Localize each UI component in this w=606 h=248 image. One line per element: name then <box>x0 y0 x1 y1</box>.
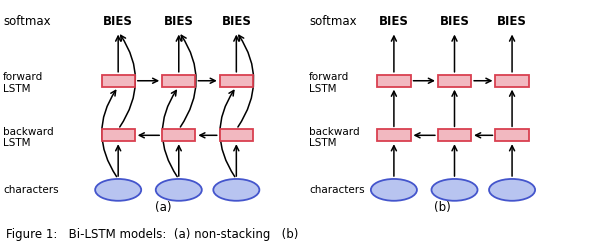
FancyBboxPatch shape <box>438 75 471 87</box>
Ellipse shape <box>431 179 478 201</box>
Text: BIES: BIES <box>164 15 194 28</box>
FancyBboxPatch shape <box>102 75 135 87</box>
FancyBboxPatch shape <box>162 129 195 141</box>
Text: (b): (b) <box>434 201 451 214</box>
FancyBboxPatch shape <box>438 129 471 141</box>
Text: forward
LSTM: forward LSTM <box>3 72 43 94</box>
FancyBboxPatch shape <box>102 129 135 141</box>
Ellipse shape <box>489 179 535 201</box>
Ellipse shape <box>213 179 259 201</box>
Ellipse shape <box>156 179 202 201</box>
Text: Figure 1:   Bi-LSTM models:  (a) non-stacking   (b): Figure 1: Bi-LSTM models: (a) non-stacki… <box>6 228 298 241</box>
Text: softmax: softmax <box>3 15 51 28</box>
FancyBboxPatch shape <box>496 75 528 87</box>
FancyBboxPatch shape <box>219 75 253 87</box>
Text: forward
LSTM: forward LSTM <box>309 72 349 94</box>
Text: backward
LSTM: backward LSTM <box>3 127 54 148</box>
Text: softmax: softmax <box>309 15 357 28</box>
FancyBboxPatch shape <box>377 129 411 141</box>
FancyBboxPatch shape <box>219 129 253 141</box>
Text: (a): (a) <box>155 201 172 214</box>
Text: BIES: BIES <box>439 15 470 28</box>
Text: BIES: BIES <box>221 15 251 28</box>
Text: characters: characters <box>3 185 59 195</box>
Text: BIES: BIES <box>497 15 527 28</box>
Text: BIES: BIES <box>103 15 133 28</box>
Ellipse shape <box>371 179 417 201</box>
FancyBboxPatch shape <box>162 75 195 87</box>
Text: BIES: BIES <box>379 15 409 28</box>
FancyBboxPatch shape <box>377 75 411 87</box>
FancyBboxPatch shape <box>496 129 528 141</box>
Text: backward
LSTM: backward LSTM <box>309 127 360 148</box>
Ellipse shape <box>95 179 141 201</box>
Text: characters: characters <box>309 185 365 195</box>
